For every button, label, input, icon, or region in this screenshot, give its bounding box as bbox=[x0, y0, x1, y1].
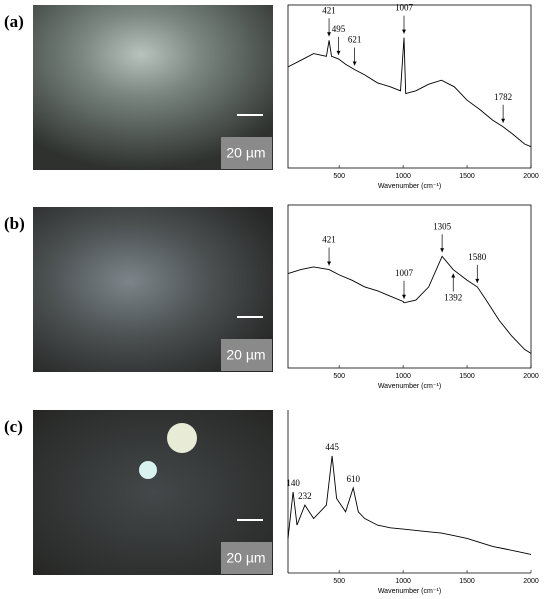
scale-box bbox=[221, 542, 272, 574]
peak-label: 610 bbox=[346, 474, 360, 484]
arrow-head bbox=[440, 248, 445, 253]
arrow-head bbox=[352, 61, 357, 66]
peak-label: 445 bbox=[325, 442, 339, 452]
plot-frame bbox=[287, 4, 532, 169]
x-axis-label: Wavenumber (cm⁻¹) bbox=[378, 383, 441, 390]
peak-label: 1007 bbox=[395, 268, 414, 278]
peak-label: 421 bbox=[322, 5, 336, 15]
peak-label: 495 bbox=[332, 24, 346, 34]
peak-label: 621 bbox=[348, 35, 362, 45]
peak-label: 1305 bbox=[433, 221, 452, 231]
x-tick-label: 1500 bbox=[459, 578, 475, 585]
x-tick-label: 1000 bbox=[395, 578, 411, 585]
x-tick-label: 1500 bbox=[459, 173, 475, 180]
x-tick-label: 2000 bbox=[523, 173, 539, 180]
peak-label: 1392 bbox=[444, 293, 462, 303]
scale-label: 20 µm bbox=[226, 550, 265, 566]
x-tick-label: 500 bbox=[333, 373, 345, 380]
spectrum-line bbox=[287, 37, 532, 148]
particle bbox=[167, 423, 197, 453]
plot-frame bbox=[287, 204, 532, 369]
panel-label: (b) bbox=[4, 214, 25, 233]
x-tick-label: 1500 bbox=[459, 373, 475, 380]
x-axis-label: Wavenumber (cm⁻¹) bbox=[378, 183, 441, 190]
spectrum-line bbox=[287, 455, 532, 555]
peak-label: 1782 bbox=[494, 92, 512, 102]
panel-label: (c) bbox=[4, 417, 23, 436]
scale-box bbox=[221, 339, 272, 371]
arrow-head bbox=[451, 273, 456, 278]
peak-label: 421 bbox=[322, 235, 336, 245]
arrow-head bbox=[501, 118, 506, 123]
x-tick-label: 2000 bbox=[523, 373, 539, 380]
scale-box bbox=[221, 137, 272, 169]
peak-label: 1580 bbox=[468, 252, 487, 262]
peak-label: 232 bbox=[298, 491, 312, 501]
peak-label: 1007 bbox=[395, 3, 414, 13]
x-tick-label: 1000 bbox=[395, 173, 411, 180]
x-tick-label: 1000 bbox=[395, 373, 411, 380]
spectrum-line bbox=[287, 255, 532, 354]
x-tick-label: 2000 bbox=[523, 578, 539, 585]
arrow-head bbox=[327, 32, 332, 37]
arrow-head bbox=[327, 261, 332, 266]
arrow-head bbox=[336, 50, 341, 55]
scale-label: 20 µm bbox=[226, 347, 265, 363]
peak-label: 140 bbox=[286, 478, 300, 488]
arrow-head bbox=[475, 278, 480, 283]
particle bbox=[139, 461, 157, 479]
x-tick-label: 500 bbox=[333, 578, 345, 585]
x-tick-label: 500 bbox=[333, 173, 345, 180]
scale-label: 20 µm bbox=[226, 145, 265, 161]
x-axis-label: Wavenumber (cm⁻¹) bbox=[378, 588, 441, 595]
panel-label: (a) bbox=[4, 12, 24, 31]
arrow-head bbox=[402, 294, 407, 299]
arrow-head bbox=[402, 29, 407, 34]
